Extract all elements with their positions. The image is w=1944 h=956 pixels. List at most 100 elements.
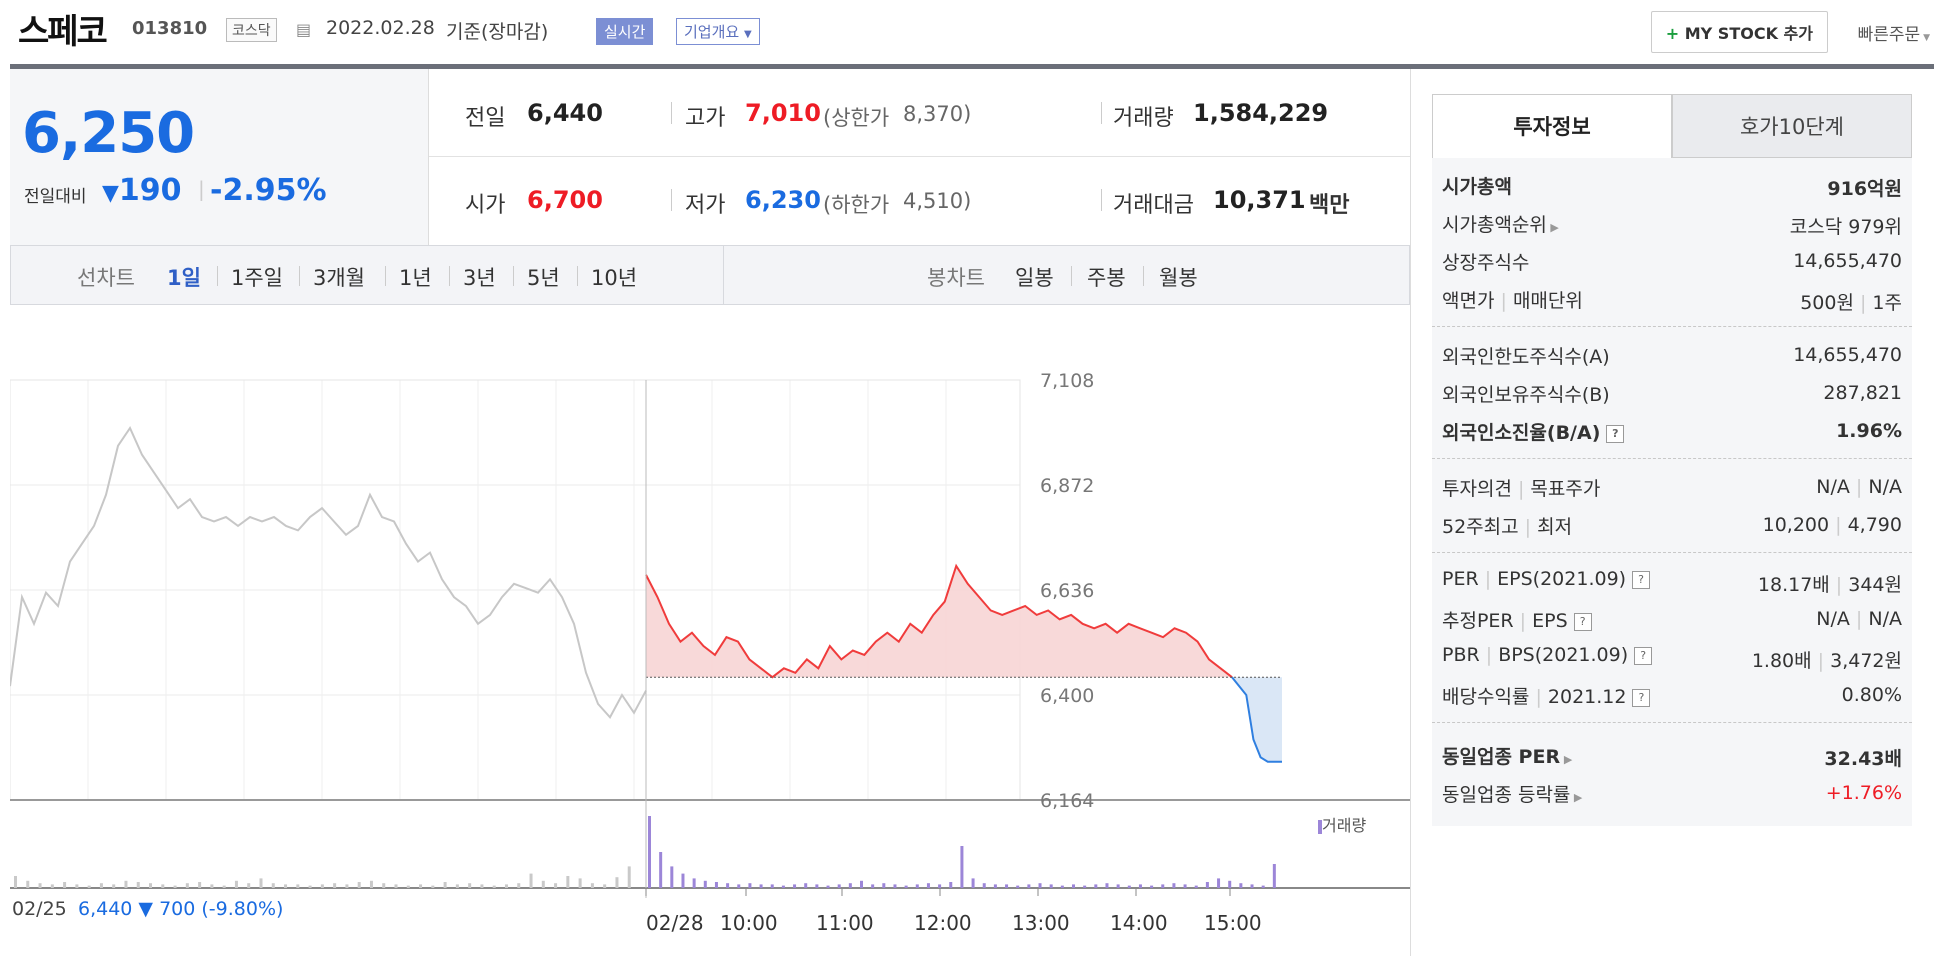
volume-bar: [480, 884, 484, 888]
info-label-text: 2021.12: [1547, 686, 1627, 708]
tab-10year[interactable]: 10년: [591, 266, 638, 290]
volume-legend: 거래량: [1318, 812, 1366, 836]
volume-bar: [748, 883, 752, 888]
add-mystock-button[interactable]: + MY STOCK 추가: [1650, 11, 1828, 53]
volume-bar: [161, 884, 165, 888]
divider: |: [198, 177, 205, 201]
section-divider: [1432, 458, 1912, 459]
divider: |: [1849, 476, 1869, 498]
volume-label: 거래량: [1113, 106, 1174, 131]
volume-bar: [259, 878, 263, 888]
volume-bar: [1217, 878, 1221, 888]
volume-bar: [271, 883, 275, 888]
info-label-text: BPS(2021.09): [1498, 644, 1629, 666]
invest-info-table: 시가총액 916억원 시가총액순위 ▶ 코스닥 979위 상장주식수 14,655,470…: [1432, 158, 1912, 826]
info-row: 외국인소진율(B/A)? 1.96%: [1442, 414, 1902, 450]
volume-bar: [394, 884, 398, 888]
volume-bar: [566, 876, 570, 888]
info-value-text: 18.17배: [1757, 574, 1830, 596]
price-chart[interactable]: 7,108 6,872 6,636 6,400 6,164 02/28 10:00 11:0…: [10, 370, 1410, 950]
info-row: PBR | BPS(2021.09)? 1.80배 | 3,472원: [1442, 640, 1902, 676]
chart-grid: [10, 379, 1410, 801]
divider: [299, 266, 300, 286]
info-row: 투자의견 | 목표주가 N/A | N/A: [1442, 470, 1902, 506]
tab-daily-candle[interactable]: 일봉: [1015, 266, 1054, 290]
divider: [513, 266, 514, 286]
tab-1year[interactable]: 1년: [399, 266, 432, 290]
divider: [449, 266, 450, 286]
volume-bar: [26, 880, 30, 888]
info-value-text: N/A: [1868, 608, 1902, 630]
amount-unit: 백만: [1309, 193, 1350, 218]
volume-bar: [296, 884, 300, 888]
info-value-text: N/A: [1816, 608, 1850, 630]
volume-bar: [893, 884, 897, 888]
tab-monthly-candle[interactable]: 월봉: [1159, 266, 1198, 290]
info-label: 52주최고 | 최저: [1442, 512, 1572, 539]
volume-bar: [14, 876, 17, 888]
volume-bar: [210, 884, 214, 888]
info-value-text: 코스닥 979위: [1789, 216, 1902, 238]
tab-invest-info[interactable]: 투자정보: [1432, 94, 1672, 158]
info-label-text: 동일업종 PER: [1442, 746, 1561, 768]
tab-1day[interactable]: 1일: [167, 266, 201, 290]
help-icon[interactable]: ?: [1606, 424, 1625, 443]
volume-bar: [38, 883, 42, 888]
help-icon[interactable]: ?: [1634, 646, 1653, 665]
prev-close-label: 전일: [465, 106, 506, 131]
volume-bar: [659, 852, 663, 888]
volume-bar: [793, 884, 797, 888]
tab-weekly-candle[interactable]: 주봉: [1087, 266, 1126, 290]
info-label[interactable]: 동일업종 PER ▶: [1442, 742, 1572, 769]
info-value: 32.43배: [1824, 744, 1902, 771]
info-value: 500원 | 1주: [1800, 288, 1902, 315]
quick-order-button[interactable]: 빠른주문 ▼: [1858, 20, 1930, 45]
lower-limit-value: 4,510): [903, 189, 972, 213]
help-icon[interactable]: ?: [1573, 612, 1592, 631]
invest-info-panel: 투자정보 호가10단계 시가총액 916억원 시가총액순위 ▶ 코스닥 979위 상장주…: [1432, 94, 1912, 874]
tab-orderbook[interactable]: 호가10단계: [1672, 94, 1912, 158]
volume-bar: [1094, 884, 1098, 888]
prev-day-info: 6,440 ▼ 700 (-9.80%): [78, 898, 284, 920]
divider: |: [1849, 608, 1869, 630]
x-tick-label: 15:00: [1204, 911, 1262, 935]
tab-3month[interactable]: 3개월: [313, 266, 366, 290]
volume-bar: [938, 884, 942, 888]
volume-bar: [149, 883, 153, 888]
volume-bar: [406, 885, 410, 888]
info-value-text: 0.80%: [1841, 684, 1902, 706]
chevron-right-icon: ▶: [1570, 791, 1583, 804]
volume-bar: [99, 883, 103, 888]
info-row: 동일업종 등락률 ▶ +1.76%: [1442, 776, 1902, 812]
divider: |: [1529, 686, 1548, 708]
volume-bar: [804, 883, 808, 888]
amount-label: 거래대금: [1113, 193, 1194, 218]
divider: [1101, 189, 1102, 211]
company-overview-dropdown[interactable]: 기업개요 ▼: [676, 18, 760, 45]
help-icon[interactable]: ?: [1632, 688, 1651, 707]
y-tick-label: 6,400: [1040, 685, 1094, 707]
info-row: 상장주식수 14,655,470: [1442, 244, 1902, 280]
info-label[interactable]: 동일업종 등락률 ▶: [1442, 780, 1582, 807]
upper-limit-value: 8,370): [903, 102, 972, 126]
realtime-button[interactable]: 실시간: [596, 18, 654, 45]
help-icon[interactable]: ?: [1632, 570, 1651, 589]
plus-icon: +: [1665, 24, 1680, 43]
info-label-text: 외국인보유주식수(B): [1442, 384, 1610, 406]
volume-bar: [648, 816, 651, 888]
volume-bar: [468, 883, 472, 888]
tab-1week[interactable]: 1주일: [231, 266, 284, 290]
line-chart-label: 선차트: [77, 266, 135, 290]
info-value-text: 4,790: [1847, 514, 1902, 536]
divider: [577, 266, 578, 286]
info-value-text: 500원: [1800, 292, 1854, 314]
volume-bar: [982, 883, 986, 888]
tab-3year[interactable]: 3년: [463, 266, 496, 290]
stats-row-1: 전일 6,440 고가 7,010 (상한가 8,370) 거래량 1,584,…: [429, 69, 1410, 157]
volume-bar: [692, 878, 696, 888]
info-label[interactable]: 시가총액순위 ▶: [1442, 210, 1559, 237]
volume-bar: [681, 873, 685, 888]
volume-bar: [1205, 882, 1209, 888]
tab-5year[interactable]: 5년: [527, 266, 560, 290]
info-value-text: 14,655,470: [1793, 250, 1902, 272]
